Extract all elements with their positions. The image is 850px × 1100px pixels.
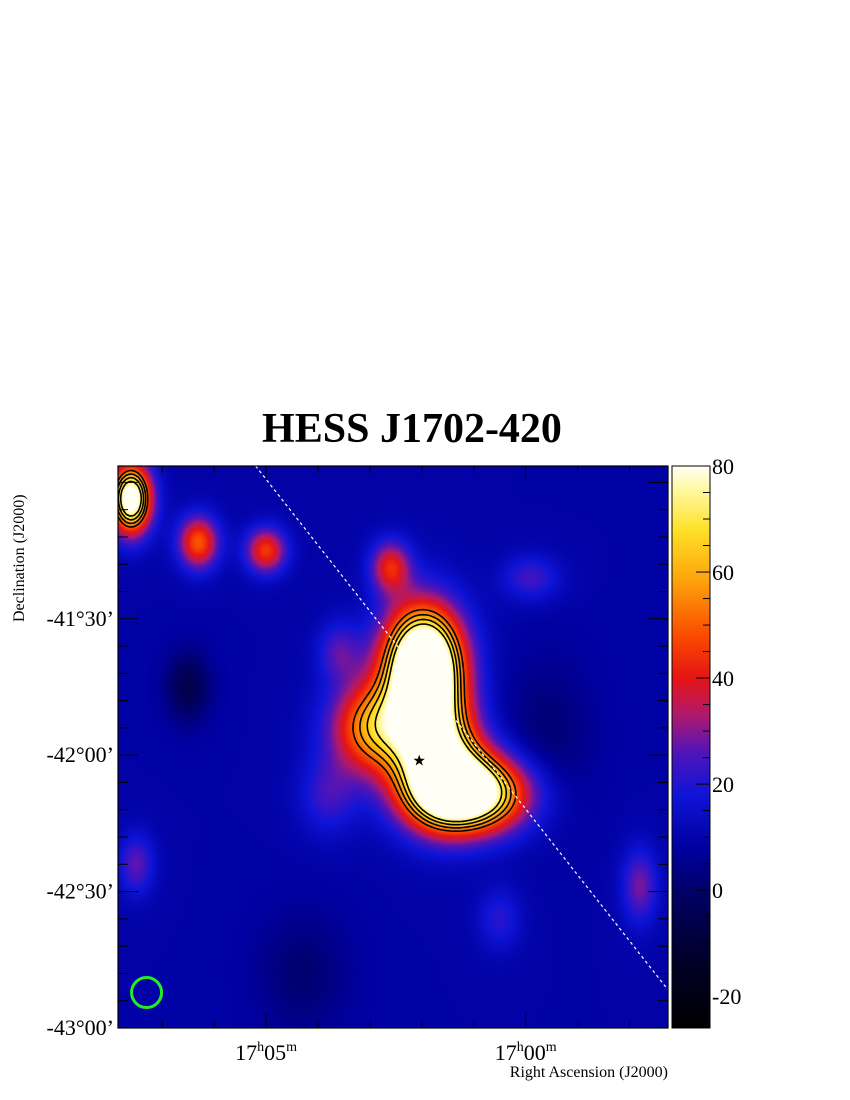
colorbar-tick-label: -20 (712, 984, 741, 1009)
x-axis-label: Right Ascension (J2000) (510, 1064, 668, 1081)
significance-map (118, 466, 668, 1028)
y-tick-label: -41°30’ (47, 606, 114, 631)
colorbar-tick-label: 0 (712, 878, 723, 903)
colorbar-tick-label: 80 (712, 454, 734, 479)
contour-level-3 (119, 480, 503, 823)
colorbar-tick-label: 60 (712, 560, 734, 585)
psf-circle (130, 976, 164, 1010)
colorbar-tick-label: 20 (712, 772, 734, 797)
chart-title: HESS J1702-420 (262, 406, 562, 452)
y-tick-label: -43°00’ (47, 1015, 114, 1040)
colorbar: 80 60 40 20 0 -20 (671, 454, 741, 1029)
plot-frame (117, 465, 669, 1029)
map-overlays (118, 465, 669, 1010)
x-tick-label: 17h00m (495, 1040, 557, 1065)
y-ticks: -41°30’ -42°00’ -42°30’ -43°00’ (47, 481, 668, 1040)
contour-level-2 (118, 476, 508, 826)
colorbar-tick-label: 40 (712, 666, 734, 691)
contour-level-0 (118, 469, 517, 832)
x-ticks: 17h05m 17h00m (161, 466, 631, 1065)
heatmap-image (118, 466, 668, 1028)
y-tick-label: -42°30’ (47, 879, 114, 904)
x-tick-label: 17h05m (235, 1040, 297, 1065)
contours (118, 469, 517, 832)
y-axis-label: Declination (J2000) (11, 494, 28, 622)
star-marker (413, 754, 425, 766)
y-tick-label: -42°00’ (47, 742, 114, 767)
colorbar-gradient (671, 465, 711, 1029)
contour-level-1 (118, 473, 512, 829)
